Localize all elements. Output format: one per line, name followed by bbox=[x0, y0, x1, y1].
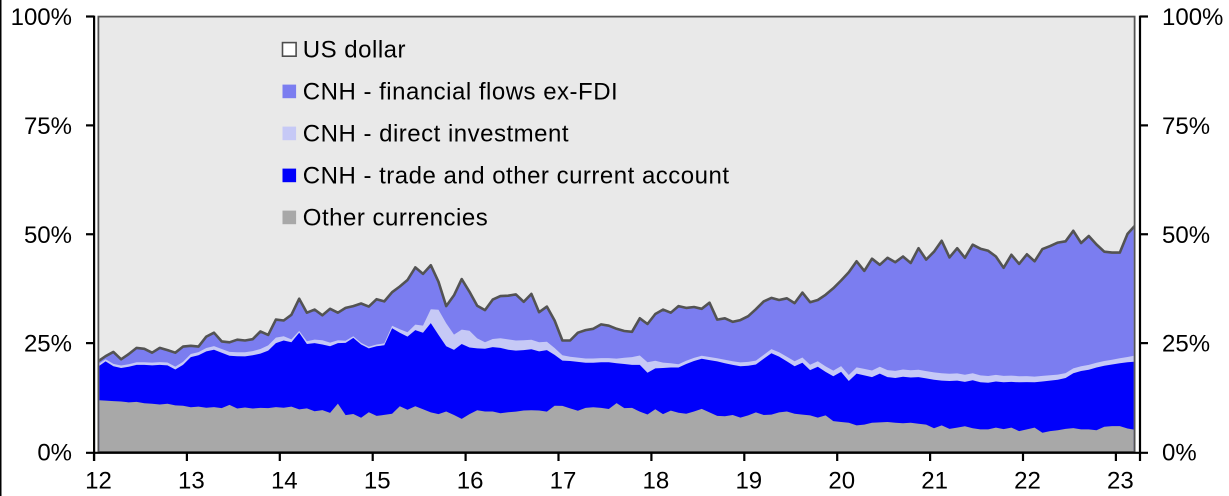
svg-text:25%: 25% bbox=[1162, 331, 1210, 358]
svg-text:15: 15 bbox=[364, 468, 391, 495]
svg-text:20: 20 bbox=[828, 468, 855, 495]
svg-text:Other currencies: Other currencies bbox=[303, 205, 488, 232]
svg-text:21: 21 bbox=[921, 468, 948, 495]
svg-text:0%: 0% bbox=[1162, 440, 1197, 467]
svg-text:25%: 25% bbox=[24, 331, 72, 358]
svg-text:12: 12 bbox=[85, 468, 112, 495]
svg-text:50%: 50% bbox=[24, 222, 72, 249]
svg-text:US dollar: US dollar bbox=[303, 37, 406, 64]
svg-text:22: 22 bbox=[1014, 468, 1041, 495]
svg-text:CNH - direct investment: CNH - direct investment bbox=[303, 121, 569, 148]
svg-text:19: 19 bbox=[735, 468, 762, 495]
svg-text:0%: 0% bbox=[37, 440, 72, 467]
svg-text:100%: 100% bbox=[11, 4, 72, 31]
svg-text:CNH - trade and other current: CNH - trade and other current account bbox=[303, 163, 730, 190]
svg-text:50%: 50% bbox=[1162, 222, 1210, 249]
svg-text:16: 16 bbox=[457, 468, 484, 495]
svg-text:23: 23 bbox=[1107, 468, 1134, 495]
svg-text:CNH - financial flows ex-FDI: CNH - financial flows ex-FDI bbox=[303, 79, 618, 106]
svg-text:13: 13 bbox=[178, 468, 205, 495]
svg-text:75%: 75% bbox=[24, 113, 72, 140]
svg-text:17: 17 bbox=[550, 468, 577, 495]
svg-text:75%: 75% bbox=[1162, 113, 1210, 140]
svg-text:100%: 100% bbox=[1162, 4, 1223, 31]
svg-text:14: 14 bbox=[271, 468, 298, 495]
svg-text:18: 18 bbox=[643, 468, 670, 495]
